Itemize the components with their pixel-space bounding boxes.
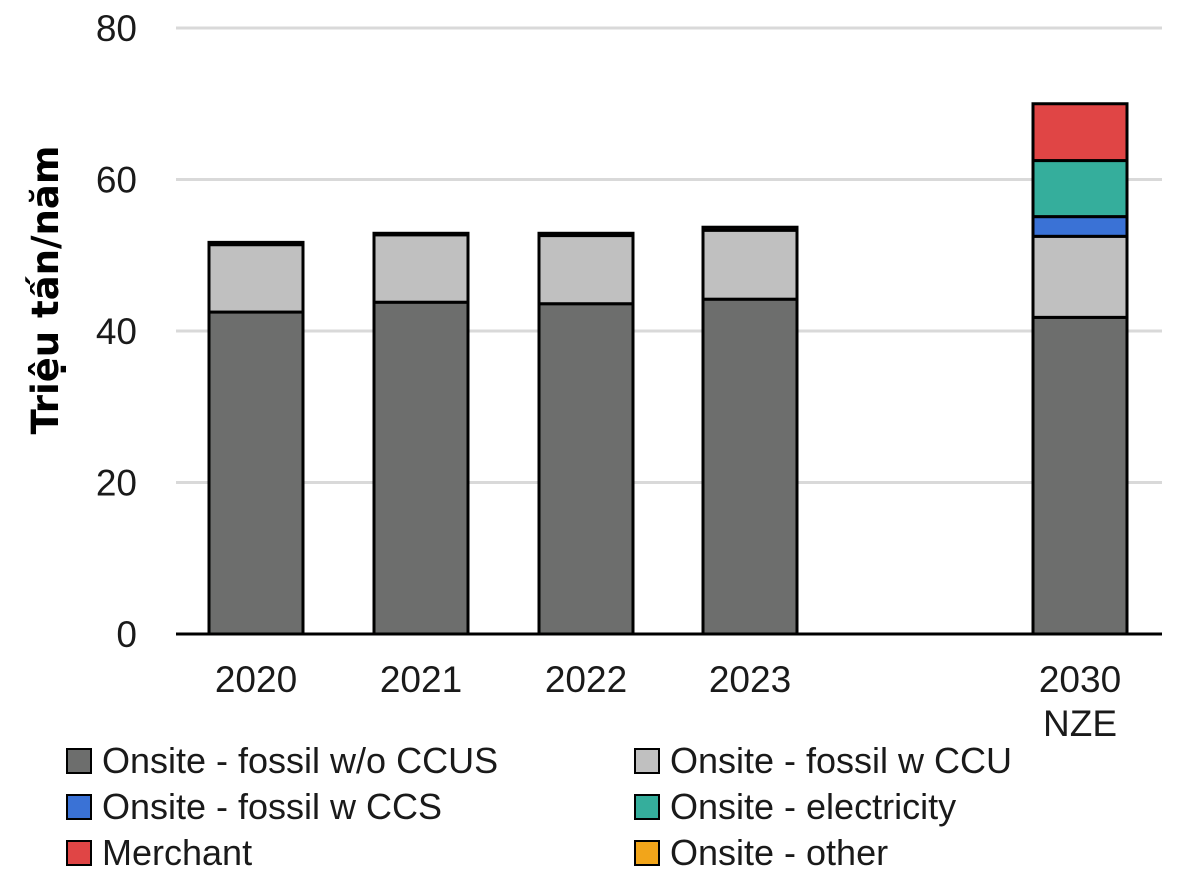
x-tick-label-line: 2030 bbox=[1039, 659, 1121, 700]
legend-label: Onsite - fossil w CCU bbox=[670, 740, 1013, 781]
legend-label: Onsite - fossil w/o CCUS bbox=[102, 740, 499, 781]
x-axis-ticks: 2020 2021 2022 2023 2030 NZE bbox=[215, 659, 1121, 740]
bar-segment bbox=[701, 228, 799, 301]
bar-segment bbox=[1031, 102, 1129, 163]
x-tick-label-line: 2021 bbox=[380, 659, 462, 700]
y-axis-label: Triệu tấn/năm bbox=[24, 146, 67, 435]
x-tick-label: 2023 bbox=[709, 659, 791, 700]
x-tick-label: 2020 bbox=[215, 659, 297, 700]
legend-label: Onsite - other bbox=[670, 832, 889, 873]
bar-segment bbox=[537, 302, 635, 636]
legend-swatch bbox=[66, 748, 92, 774]
bar-segment bbox=[701, 225, 799, 232]
x-tick-label-line: 2020 bbox=[215, 659, 297, 700]
legend: Onsite - fossil w/o CCUS Onsite - fossil … bbox=[66, 738, 1186, 876]
legend-item: Merchant bbox=[66, 830, 634, 876]
gridlines bbox=[176, 26, 1162, 484]
legend-label: Onsite - fossil w CCS bbox=[102, 786, 443, 827]
legend-swatch bbox=[66, 840, 92, 866]
x-tick-label: 2021 bbox=[380, 659, 462, 700]
x-tick-label: 2030 NZE bbox=[1039, 659, 1121, 740]
legend-item: Onsite - fossil w CCS bbox=[66, 784, 634, 830]
bar-segment bbox=[207, 240, 305, 247]
legend-label: Merchant bbox=[102, 832, 253, 873]
bar-segment bbox=[1031, 159, 1129, 219]
legend-label: Onsite - electricity bbox=[670, 786, 957, 827]
y-tick-label: 80 bbox=[96, 8, 137, 49]
bar-segment bbox=[1031, 215, 1129, 238]
x-tick-label-line: NZE bbox=[1043, 703, 1117, 740]
bar-segment bbox=[372, 231, 470, 237]
bar-segment bbox=[537, 234, 635, 306]
x-tick-label: 2022 bbox=[545, 659, 627, 700]
bar-segment bbox=[207, 243, 305, 314]
bars bbox=[207, 102, 1129, 636]
bar-segment bbox=[207, 310, 305, 636]
legend-swatch bbox=[634, 840, 660, 866]
y-tick-label: 20 bbox=[96, 463, 137, 504]
bar-segment bbox=[372, 300, 470, 636]
legend-swatch bbox=[634, 794, 660, 820]
y-axis-ticks: 0 20 40 60 80 bbox=[96, 8, 137, 655]
legend-item: Onsite - other bbox=[634, 830, 1186, 876]
legend-swatch bbox=[66, 794, 92, 820]
x-tick-label-line: 2022 bbox=[545, 659, 627, 700]
bar-segment bbox=[701, 297, 799, 636]
bar-segment bbox=[1031, 315, 1129, 636]
stacked-bar-chart: 0 20 40 60 80 2020 2021 2022 2023 2030 NZE Triệu … bbox=[24, 8, 1162, 740]
y-tick-label: 60 bbox=[96, 160, 137, 201]
x-tick-label-line: 2023 bbox=[709, 659, 791, 700]
bar-segment bbox=[372, 233, 470, 304]
y-tick-label: 0 bbox=[116, 614, 137, 655]
y-tick-label: 40 bbox=[96, 311, 137, 352]
legend-item: Onsite - electricity bbox=[634, 784, 1186, 830]
legend-item: Onsite - fossil w/o CCUS bbox=[66, 738, 634, 784]
legend-item: Onsite - fossil w CCU bbox=[634, 738, 1186, 784]
bar-segment bbox=[1031, 234, 1129, 319]
bar-segment bbox=[537, 231, 635, 238]
legend-swatch bbox=[634, 748, 660, 774]
